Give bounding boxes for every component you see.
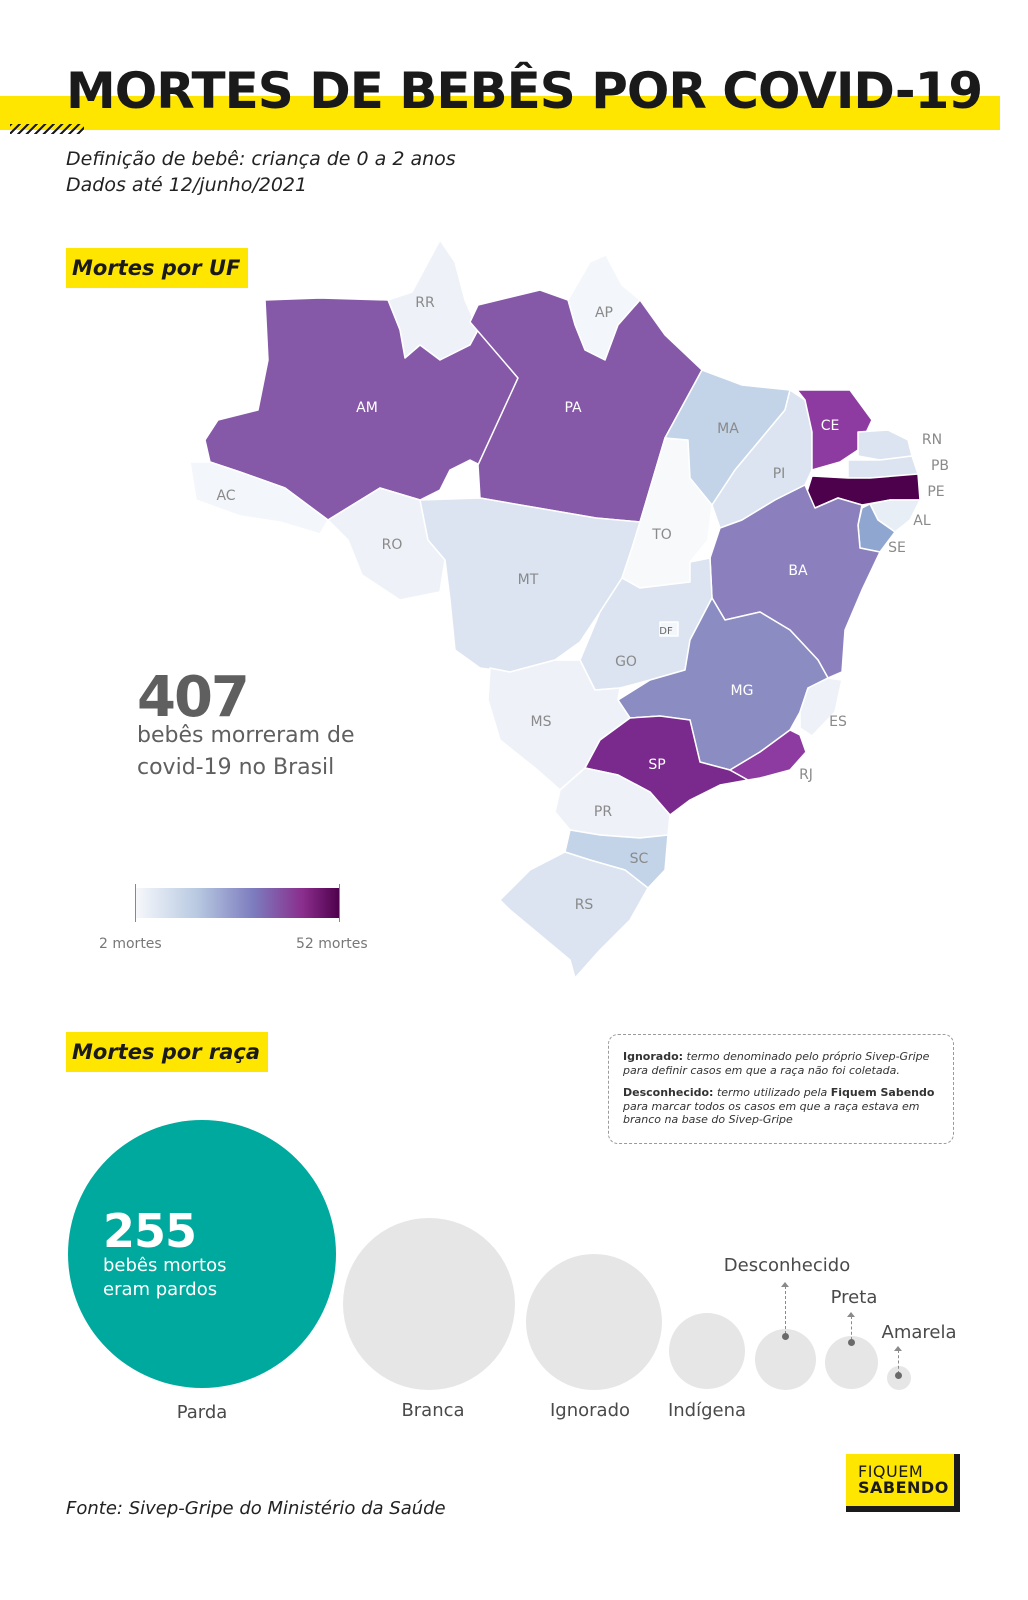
label-se: SE — [888, 540, 906, 556]
note-brand-name: Fiquem Sabendo — [830, 1086, 935, 1099]
fiquem-sabendo-logo — [846, 1454, 960, 1512]
dot-amarela — [895, 1372, 902, 1379]
label-mt: MT — [518, 572, 539, 588]
arrowhead-desconhecido — [781, 1282, 789, 1287]
label-to: TO — [651, 527, 672, 543]
note-ignorado-text: termo denominado pelo próprio Sivep-Grip… — [623, 1050, 930, 1077]
title-highlight-band — [0, 96, 1000, 130]
parda-count: 255 — [103, 1204, 197, 1258]
note-desconhecido-text-1: termo utilizado pela — [716, 1086, 828, 1099]
total-deaths-caption-line1: bebês morreram de — [137, 723, 355, 748]
label-rs: RS — [575, 897, 594, 913]
label-sc: SC — [630, 851, 649, 867]
page-title: MORTES DE BEBÊS POR COVID-19 — [66, 62, 983, 120]
state-ac — [189, 461, 329, 535]
label-rj: RJ — [799, 767, 813, 783]
color-scale-legend — [136, 888, 340, 918]
legend-min-label: 2 mortes — [99, 936, 162, 952]
state-rj — [729, 729, 807, 781]
subtitle-date: Dados até 12/junho/2021 — [66, 174, 308, 196]
logo-text-line1: FIQUEM — [858, 1462, 924, 1481]
total-deaths-caption-line2: covid-19 no Brasil — [137, 755, 335, 780]
label-branca: Branca — [401, 1400, 465, 1421]
state-mt — [419, 497, 641, 673]
race-section-label: Mortes por raça — [66, 1032, 269, 1072]
state-es — [799, 677, 843, 737]
dot-preta — [848, 1339, 855, 1346]
state-am — [204, 297, 519, 521]
bubble-ignorado — [526, 1254, 662, 1390]
label-ignorado: Ignorado — [549, 1400, 631, 1421]
total-deaths-number: 407 — [137, 665, 250, 730]
note-ignorado: Ignorado: termo denominado pelo próprio … — [623, 1050, 941, 1077]
source-credit: Fonte: Sivep-Gripe do Ministério da Saúd… — [66, 1498, 446, 1519]
label-sp: SP — [648, 757, 665, 773]
legend-tick-max — [339, 884, 340, 922]
state-pa — [469, 289, 703, 523]
note-desconhecido-text-2: para marcar todos os casos em que a raça… — [623, 1099, 920, 1127]
dot-desconhecido — [782, 1333, 789, 1340]
label-preta: Preta — [830, 1287, 878, 1308]
label-pb: PB — [931, 458, 949, 474]
label-ce: CE — [821, 418, 840, 434]
parda-caption-line2: eram pardos — [103, 1279, 218, 1300]
legend-max-label: 52 mortes — [296, 936, 368, 952]
arrowhead-preta — [847, 1312, 855, 1317]
title-hatch-decoration — [10, 124, 84, 134]
note-ignorado-term: Ignorado: — [623, 1050, 684, 1063]
label-pi: PI — [773, 466, 786, 482]
label-ma: MA — [717, 421, 739, 437]
connector-desconhecido — [785, 1286, 786, 1334]
label-ms: MS — [531, 714, 552, 730]
note-desconhecido: Desconhecido: termo utilizado pela Fique… — [623, 1086, 941, 1127]
note-desconhecido-term: Desconhecido: — [623, 1086, 714, 1099]
label-ac: AC — [216, 488, 235, 504]
bubble-indigena — [669, 1313, 745, 1389]
state-rs — [499, 851, 649, 979]
logo-text-line2: SABENDO — [858, 1478, 949, 1497]
label-am: AM — [356, 400, 378, 416]
arrowhead-amarela — [894, 1346, 902, 1351]
state-df — [659, 621, 679, 637]
label-rn: RN — [922, 432, 942, 448]
label-desconhecido: Desconhecido — [723, 1255, 851, 1276]
label-go: GO — [615, 654, 637, 670]
connector-preta — [851, 1316, 852, 1340]
label-ro: RO — [382, 537, 403, 553]
legend-tick-min — [135, 884, 136, 922]
label-pa: PA — [564, 400, 582, 416]
subtitle-definition: Definição de bebê: criança de 0 a 2 anos — [66, 148, 456, 170]
label-indigena: Indígena — [667, 1400, 747, 1421]
label-df: DF — [659, 626, 673, 637]
label-ap: AP — [595, 305, 613, 321]
definitions-note-box: Ignorado: termo denominado pelo próprio … — [608, 1034, 954, 1144]
label-pe: PE — [927, 484, 944, 500]
brazil-choropleth-map: RR AP AM PA AC RO MT TO MA PI CE RN PB P… — [189, 239, 949, 979]
label-parda: Parda — [176, 1402, 228, 1423]
label-es: ES — [829, 714, 847, 730]
connector-amarela — [898, 1350, 899, 1374]
label-amarela: Amarela — [881, 1322, 957, 1343]
state-ce — [796, 389, 873, 471]
total-deaths-caption: bebês morreram de covid-19 no Brasil — [137, 720, 397, 784]
parda-caption: bebês mortos eram pardos — [103, 1254, 303, 1302]
bubble-parda — [68, 1120, 336, 1388]
label-mg: MG — [731, 683, 754, 699]
label-pr: PR — [594, 804, 612, 820]
map-section-label: Mortes por UF — [66, 248, 249, 288]
parda-caption-line1: bebês mortos — [103, 1255, 227, 1276]
subtitle: Definição de bebê: criança de 0 a 2 anos… — [66, 146, 456, 198]
label-ba: BA — [788, 563, 808, 579]
state-rn — [857, 429, 913, 461]
state-ro — [327, 487, 446, 601]
bubble-branca — [343, 1218, 515, 1390]
label-rr: RR — [415, 295, 435, 311]
label-al: AL — [913, 513, 931, 529]
